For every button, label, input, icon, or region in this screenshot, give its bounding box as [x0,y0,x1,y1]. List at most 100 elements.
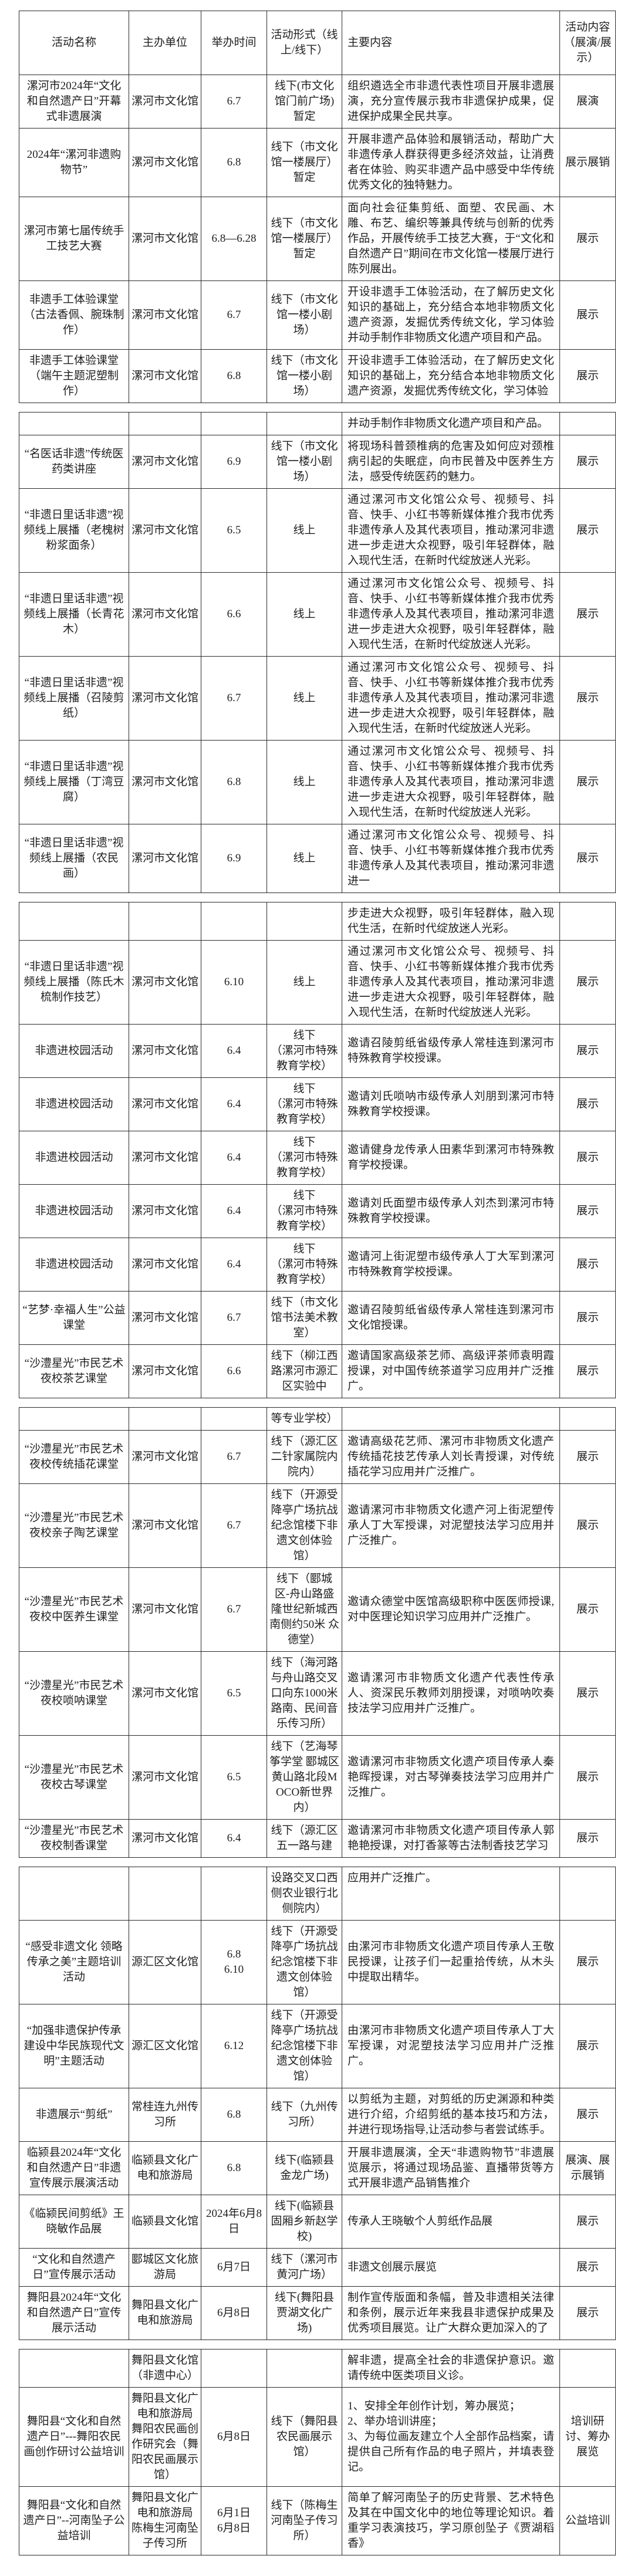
cell-format: 线下（艺海琴筝学堂 郾城区黄山路北段MOCO新世界内） [267,1735,342,1820]
cell-main-content: 简单了解河南坠子的历史背景、艺术特色及其在中国文化中的地位等理论知识。着重学习表… [342,2486,560,2555]
cell-format: 线下（漯河市黄河广场） [267,2248,342,2287]
cell-organizer: 舞阳县文化广电和旅游局 [129,2286,201,2340]
column-header: 活动名称 [19,11,129,75]
cell-format: 线上 [267,488,342,573]
cell-main-content: 邀请众德堂中医馆高级职称中医医师授课,对中医理论知识学习应用并广泛推广。 [342,1567,560,1652]
table-row: “艺梦·幸福人生”公益课堂 漯河市文化馆 6.7 线下（市文化馆书法美术教室） 邀请召陵… [19,1291,616,1345]
table-row: 漯河市第七届传统手工技艺大赛 漯河市文化馆 6.8—6.28 线下（市文化馆一楼展厅）… [19,197,616,281]
table-row: “加强非遗保护传承 建设中华民族现代文明”主题活动 源汇区文化馆 6.12 线下（开源… [19,2004,616,2088]
schedule-table-page-1: 活动名称 主办单位 举办时间 活动形式（线上/线下） 主要内容 活动内容（展演/展示） 漯河… [19,11,616,403]
cell-category: 展示 [559,2088,616,2142]
table-row: “文化和自然遗产日”宣传展示活动 郾城区文化旅游局 6月7日 线下（漯河市黄河广场）非… [19,2248,616,2287]
table-row: 非遗手工体验课堂（端午主题泥塑制作） 漯河市文化馆 6.8 线下（市文化馆一楼小剧场）… [19,349,616,403]
cell-organizer [129,1867,201,1921]
cell-activity-name [19,902,129,941]
cell-organizer: 漯河市文化馆 [129,656,201,741]
cell-category: 展示 [559,656,616,741]
cell-activity-name: “非遗日里话非遗”视频线上展播（老槐树粉浆面条） [19,488,129,573]
cell-activity-name: 舞阳县“文化和自然遗产日”---舞阳农民画创作研讨公益培训 [19,2387,129,2487]
table-row: 非遗展示“剪纸” 常桂连九州传习所 6.8 线下（九州传习所） 以剪纸为主题，对剪纸的历… [19,2088,616,2142]
cell-activity-name [19,1867,129,1921]
cell-format: 线下（海河路与舟山路交叉口向东1000米路南、民间音乐传习所） [267,1651,342,1736]
cell-activity-name: 非遗进校园活动 [19,1131,129,1185]
cell-organizer [129,412,201,435]
cell-main-content: 面向社会征集剪纸、面塑、农民画、木雕、布艺、编织等兼具传统与创新的优秀作品，开展… [342,197,560,281]
cell-time: 6.5 [201,1651,267,1736]
cell-category: 展示 [559,2286,616,2340]
column-header: 举办时间 [201,11,267,75]
cell-main-content: 组织遴选全市非遗代表性项目开展非遗展演，充分宣传展示我市非遗保护成果，促进保护成… [342,75,560,129]
table-row: “沙澧星光”市民艺术夜校传统插花课堂 漯河市文化馆 6.7 线下（源汇区二针家属院内院… [19,1430,616,1484]
cell-category: 展示 [559,1567,616,1652]
cell-activity-name: 非遗进校园活动 [19,1238,129,1292]
cell-organizer: 漯河市文化馆 [129,128,201,197]
column-header: 主办单位 [129,11,201,75]
cell-category: 展演、展示展销 [559,2141,616,2195]
cell-activity-name: 临颍县2024年“文化和自然遗产日”非遗宣传展示展演活动 [19,2141,129,2195]
cell-main-content: 邀请漯河市非物质文化遗产项目传承人郭艳艳授课，对打香篆等古法制香技艺学习 [342,1819,560,1858]
cell-time: 6.7 [201,1430,267,1484]
cell-activity-name: “名医话非遗”传统医药类讲座 [19,435,129,489]
table-row: 非遗进校园活动 漯河市文化馆 6.4 线下 （漯河市特殊教育学校） 邀请刘氏面塑市级传承… [19,1184,616,1238]
cell-main-content: 制作宣传版面和条幅，普及非遗相关法律和条例，展示近年来我县非遗保护成果及优秀项目… [342,2286,560,2340]
cell-organizer: 漯河市文化馆 [129,488,201,573]
cell-main-content: 通过漯河市文化馆公众号、视频号、抖音、快手、小红书等新媒体推介我市优秀非遗传承人… [342,824,560,893]
column-header: 主要内容 [342,11,560,75]
table-row: 非遗进校园活动 漯河市文化馆 6.4 线下 （漯河市特殊教育学校） 邀请河上街泥塑市级传… [19,1238,616,1292]
table-row: “感受非遗文化 领略传承之美”主题培训活动 源汇区文化馆 6.8 6.10 线下（开源… [19,1920,616,2004]
cell-category: 展示 [559,1077,616,1131]
cell-format: 线下（市文化馆一楼小剧场） [267,280,342,350]
cell-time: 6.9 [201,824,267,893]
schedule-table-page-4: 等专业学校） “沙澧星光”市民艺术夜校传统插花课堂 漯河市文化馆 6.7 线下（源汇区二… [19,1407,616,1858]
cell-organizer: 漯河市文化馆 [129,1184,201,1238]
cell-format: 线下(临颍县金龙广场) [267,2141,342,2195]
cell-activity-name: 漯河市2024年“文化和自然遗产日”开幕式非遗展演 [19,75,129,129]
cell-main-content: 应用并广泛推广。 [342,1867,560,1921]
cell-time [201,1407,267,1431]
cell-activity-name: “非遗日里话非遗”视频线上展播（长青花木） [19,572,129,657]
table-row: “非遗日里话非遗”视频线上展播（召陵剪纸） 漯河市文化馆 6.7 线上 通过漯河市文化馆… [19,656,616,741]
cell-activity-name: “沙澧星光”市民艺术夜校制香课堂 [19,1819,129,1858]
cell-time: 6.8 6.10 [201,1920,267,2004]
cell-activity-name [19,2349,129,2388]
cell-main-content: 开设非遗手工体验活动，在了解历史文化知识的基础上，充分结合本地非物质文化遗产资源… [342,280,560,350]
cell-organizer: 漯河市文化馆 [129,1131,201,1185]
cell-category [559,2349,616,2388]
cell-time: 6.5 [201,1735,267,1820]
cell-time: 6.6 [201,1344,267,1398]
cell-main-content: 邀请召陵剪纸省级传承人常桂连到漯河市特殊教育学校授课。 [342,1024,560,1078]
cell-category: 展示 [559,2248,616,2287]
table-row: “沙澧星光”市民艺术夜校唢呐课堂 漯河市文化馆 6.5 线下（海河路与舟山路交叉口向东… [19,1651,616,1736]
cell-time: 6.5 [201,488,267,573]
cell-main-content: 通过漯河市文化馆公众号、视频号、抖音、快手、小红书等新媒体推介我市优秀非遗传承人… [342,940,560,1025]
cell-main-content: 邀请刘氏面塑市级传承人刘杰到漯河市特殊教育学校授课。 [342,1184,560,1238]
cell-format: 线下（柳江西路漯河市源汇区实验中 [267,1344,342,1398]
cell-main-content: 邀请召陵剪纸省级传承人常桂连到漯河市文化馆授课。 [342,1291,560,1345]
cell-activity-name: “沙澧星光”市民艺术夜校古琴课堂 [19,1735,129,1820]
cell-activity-name: 非遗进校园活动 [19,1077,129,1131]
cell-organizer: 漯河市文化馆 [129,1651,201,1736]
table-row: “沙澧星光”市民艺术夜校茶艺课堂 漯河市文化馆 6.6 线下（柳江西路漯河市源汇区实验… [19,1344,616,1398]
cell-activity-name: 非遗手工体验课堂（古法香佩、腕珠制作） [19,280,129,350]
table-row: 《临颍民间剪纸》王晓敏作品展 临颍县文化馆 2024年6月8日 线下(临颍县固厢乡新赵… [19,2195,616,2249]
continuation-row: 舞阳县文化馆（非遗中心） 解非遗，提高全社会的非遗保护意识。邀请传统中医类项目义诊… [19,2349,616,2388]
cell-organizer: 漯河市文化馆 [129,1344,201,1398]
cell-category: 展示 [559,1184,616,1238]
cell-format: 线下（开源受降亭广场抗战纪念馆楼下非遗文创体验馆） [267,1920,342,2004]
cell-activity-name: “非遗日里话非遗”视频线上展播（召陵剪纸） [19,656,129,741]
cell-category: 展示 [559,2195,616,2249]
cell-format: 等专业学校） [267,1407,342,1431]
cell-organizer: 漯河市文化馆 [129,1238,201,1292]
cell-main-content: 由漯河市非物质文化遗产项目传承人王敬民授课，让孩子们一起重拾传统，从木头中提取出… [342,1920,560,2004]
schedule-table-page-6: 舞阳县文化馆（非遗中心） 解非遗，提高全社会的非遗保护意识。邀请传统中医类项目义诊… [19,2349,616,2555]
cell-organizer: 源汇区文化馆 [129,2004,201,2088]
cell-organizer: 漯河市文化馆 [129,572,201,657]
cell-main-content: 邀请健身龙传承人田素华到漯河市特殊教育学校授课。 [342,1131,560,1185]
cell-time: 2024年6月8日 [201,2195,267,2249]
cell-time: 6.6 [201,572,267,657]
cell-format: 线下（市文化馆一楼小剧场） [267,349,342,403]
table-row: 非遗手工体验课堂（古法香佩、腕珠制作） 漯河市文化馆 6.7 线下（市文化馆一楼小剧场… [19,280,616,350]
cell-organizer: 漯河市文化馆 [129,435,201,489]
continuation-row: 并动手制作非物质文化遗产项目和产品。 [19,412,616,435]
cell-format [267,902,342,941]
